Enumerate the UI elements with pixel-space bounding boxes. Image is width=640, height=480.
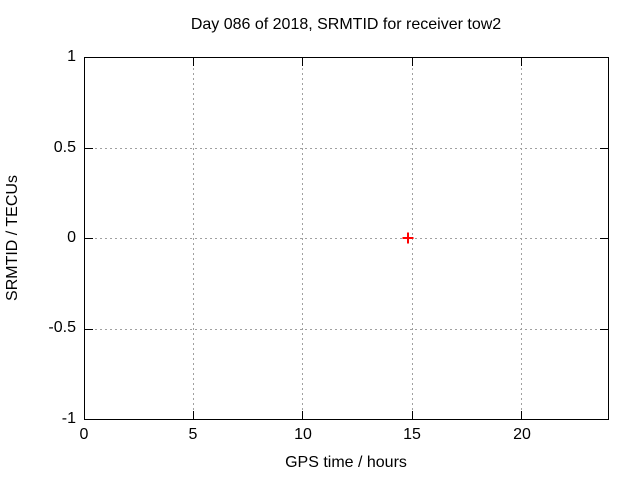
xtick-label-5: 5 [188, 426, 198, 443]
tick-right--0.5 [600, 329, 608, 330]
tick-bottom-20 [521, 411, 522, 419]
tick-right-0.5 [600, 148, 608, 149]
plus-marker-icon [402, 232, 414, 244]
ytick-label-0: 0 [67, 229, 76, 246]
xtick-label-0: 0 [79, 426, 89, 443]
y-axis-label: SRMTID / TECUs [4, 175, 21, 301]
tick-top-20 [521, 58, 522, 66]
ytick-label--0.5: -0.5 [48, 319, 76, 336]
gridline-y-0 [85, 238, 608, 239]
tick-bottom-10 [302, 411, 303, 419]
tick-left--0.5 [85, 329, 93, 330]
chart-title: Day 086 of 2018, SRMTID for receiver tow… [190, 16, 502, 33]
gridline-y-0.5 [85, 148, 608, 149]
xtick-label-15: 15 [403, 426, 421, 443]
tick-left-0 [85, 238, 93, 239]
x-axis-label: GPS time / hours [285, 454, 407, 471]
tick-right-0 [600, 238, 608, 239]
tick-bottom-15 [412, 411, 413, 419]
tick-top-5 [193, 58, 194, 66]
xtick-label-10: 10 [294, 426, 312, 443]
tick-top-10 [302, 58, 303, 66]
plot-area [84, 57, 609, 420]
gridline-y--0.5 [85, 329, 608, 330]
ytick-label-1: 1 [67, 48, 76, 65]
tick-top-15 [412, 58, 413, 66]
xtick-label-20: 20 [513, 426, 531, 443]
tick-bottom-5 [193, 411, 194, 419]
tick-left-0.5 [85, 148, 93, 149]
ytick-label-0.5: 0.5 [53, 139, 76, 156]
ytick-label--1: -1 [61, 410, 76, 427]
